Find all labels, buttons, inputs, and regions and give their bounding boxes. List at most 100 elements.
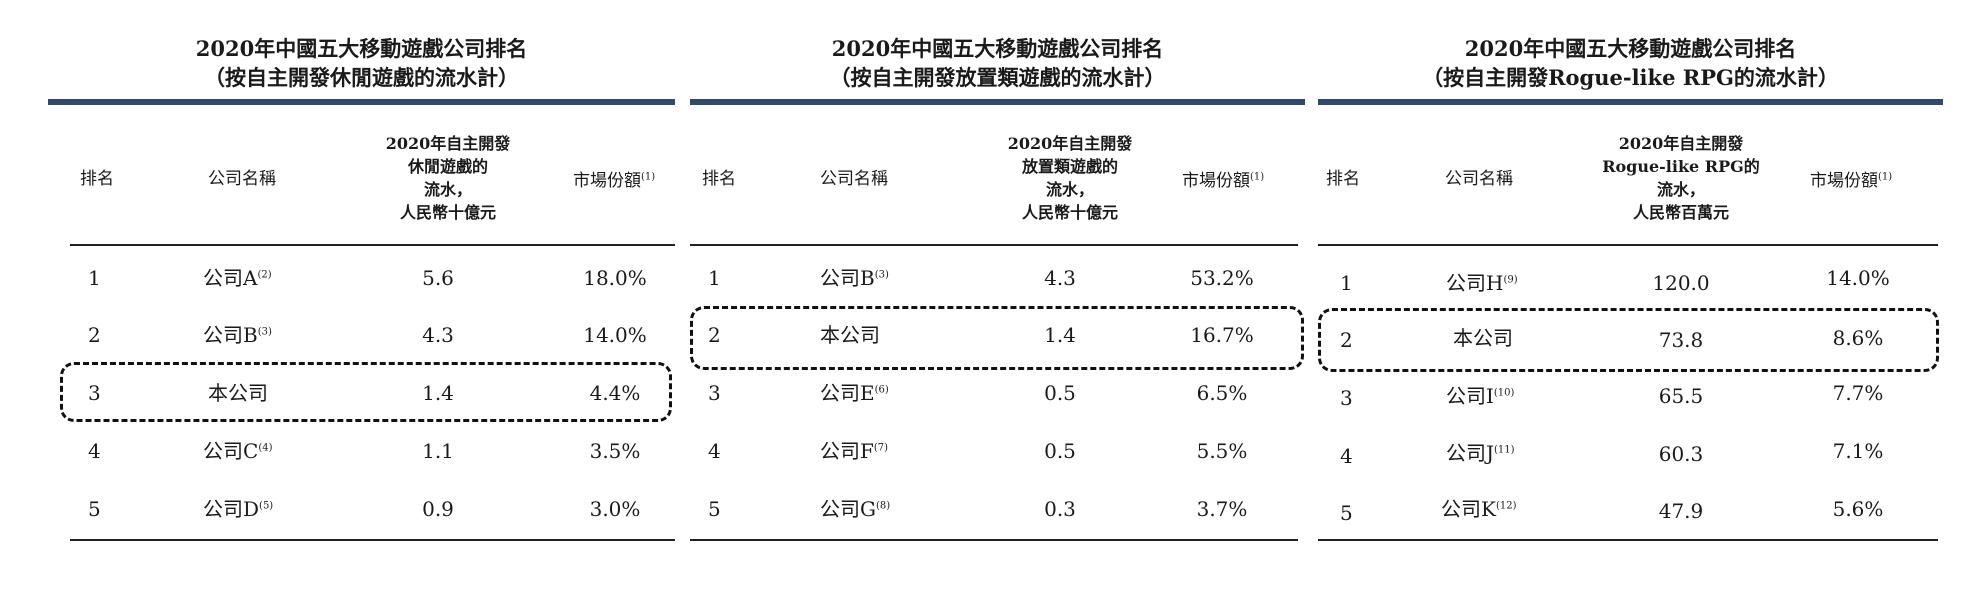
row-company: 公司C(4): [203, 438, 272, 464]
row-value: 4.3: [1044, 266, 1076, 290]
footnote-marker: (1): [1250, 171, 1265, 183]
row-rank: 4: [708, 439, 721, 463]
row-value: 0.3: [1044, 497, 1076, 521]
row-rank: 2: [708, 323, 721, 347]
row-rank: 2: [88, 323, 101, 347]
company-name: 公司I: [1446, 384, 1494, 408]
footnote-marker: (10): [1493, 387, 1515, 399]
footnote-marker: (11): [1494, 444, 1515, 456]
footnote-marker: (8): [875, 500, 891, 512]
row-rank: 3: [708, 381, 721, 405]
row-rank: 1: [708, 266, 721, 290]
header-company: 公司名稱: [1445, 169, 1513, 189]
row-share: 18.0%: [583, 266, 647, 290]
row-company: 公司B(3): [820, 265, 889, 291]
bottom-rule: [1318, 539, 1938, 541]
row-rank: 3: [1340, 386, 1353, 410]
company-name: 公司A: [203, 266, 258, 290]
row-value: 5.6: [422, 266, 454, 290]
row-rank: 1: [88, 266, 101, 290]
row-value: 1.1: [422, 439, 454, 463]
header-revenue-line: 2020年自主開發: [1007, 134, 1133, 153]
company-name: 公司B: [203, 323, 258, 347]
header-share: 市場份額(1): [1810, 170, 1892, 193]
row-company: 公司I(10): [1446, 383, 1514, 409]
table-title-line1: 2020年中國五大移動遊戲公司排名: [831, 36, 1164, 61]
header-rank: 排名: [1326, 169, 1360, 189]
header-revenue-line: 放置類遊戲的: [1021, 157, 1118, 176]
highlight-box: [1318, 308, 1939, 372]
header-revenue-line: 流水，: [1656, 180, 1705, 199]
company-name: 本公司: [1453, 326, 1513, 350]
row-company: 公司K(12): [1441, 496, 1516, 522]
title-rule: [48, 99, 675, 105]
row-company: 公司J(11): [1446, 440, 1515, 466]
header-company: 公司名稱: [820, 169, 888, 189]
row-company: 本公司: [208, 380, 268, 406]
table-title: 2020年中國五大移動遊戲公司排名 （按自主開發Rogue-like RPG的流…: [1318, 34, 1943, 92]
row-company: 公司E(6): [820, 380, 889, 406]
row-value: 73.8: [1658, 328, 1704, 352]
header-revenue: 2020年自主開發 休閒遊戲的 流水， 人民幣十億元: [358, 132, 538, 224]
ranking-table-casual: 2020年中國五大移動遊戲公司排名 （按自主開發休閒遊戲的流水計） 排名 公司名…: [48, 0, 675, 591]
company-name: 公司B: [820, 266, 875, 290]
row-share: 53.2%: [1190, 266, 1254, 290]
row-share: 3.7%: [1196, 497, 1248, 521]
row-company: 公司A(2): [203, 265, 272, 291]
highlight-box: [690, 306, 1304, 370]
header-share-label: 市場份額: [573, 171, 641, 191]
company-name: 本公司: [208, 381, 268, 405]
header-revenue-line: 人民幣十億元: [399, 203, 496, 222]
header-rank: 排名: [702, 169, 736, 189]
title-rule: [1318, 99, 1943, 105]
header-share: 市場份額(1): [573, 170, 655, 193]
company-name: 公司F: [820, 439, 874, 463]
row-value: 120.0: [1652, 271, 1710, 295]
bottom-rule: [690, 539, 1298, 541]
header-rank: 排名: [80, 169, 114, 189]
row-company: 公司B(3): [203, 322, 272, 348]
row-rank: 3: [88, 381, 101, 405]
row-share: 5.5%: [1196, 439, 1248, 463]
row-company: 公司D(5): [203, 496, 273, 522]
header-revenue: 2020年自主開發 放置類遊戲的 流水， 人民幣十億元: [980, 132, 1160, 224]
row-rank: 5: [88, 497, 101, 521]
row-rank: 5: [1340, 501, 1353, 525]
table-title-line1: 2020年中國五大移動遊戲公司排名: [1464, 36, 1797, 61]
header-revenue-line: 人民幣十億元: [1021, 203, 1118, 222]
header-share-label: 市場份額: [1182, 171, 1250, 191]
footnote-marker: (3): [874, 269, 889, 281]
row-share: 8.6%: [1832, 326, 1884, 350]
row-rank: 1: [1340, 271, 1353, 295]
footnote-marker: (1): [1878, 171, 1893, 183]
footnote-marker: (7): [873, 442, 889, 454]
header-share: 市場份額(1): [1182, 170, 1264, 193]
row-company: 公司F(7): [820, 438, 888, 464]
footnote-marker: (2): [257, 269, 272, 281]
row-rank: 5: [708, 497, 721, 521]
header-rule: [1318, 244, 1938, 246]
row-share: 7.1%: [1832, 439, 1884, 463]
header-revenue-line: 流水，: [1045, 180, 1094, 199]
ranking-table-idle: 2020年中國五大移動遊戲公司排名 （按自主開發放置類遊戲的流水計） 排名 公司…: [690, 0, 1305, 591]
row-rank: 2: [1340, 328, 1353, 352]
row-rank: 4: [1340, 444, 1353, 468]
footnote-marker: (4): [258, 442, 273, 454]
row-value: 60.3: [1658, 442, 1704, 466]
bottom-rule: [70, 539, 675, 541]
header-revenue-line: 人民幣百萬元: [1632, 203, 1729, 222]
table-title-line2: （按自主開發休閒遊戲的流水計）: [204, 65, 519, 90]
header-revenue-line: 流水，: [423, 180, 472, 199]
row-rank: 4: [88, 439, 101, 463]
title-rule: [690, 99, 1305, 105]
row-value: 4.3: [422, 323, 454, 347]
row-value: 1.4: [1044, 323, 1076, 347]
company-name: 公司K: [1441, 497, 1496, 521]
row-company: 本公司: [1453, 325, 1513, 351]
table-title-line1: 2020年中國五大移動遊戲公司排名: [195, 36, 528, 61]
company-name: 公司D: [203, 497, 260, 521]
row-share: 3.0%: [589, 497, 641, 521]
ranking-table-rogue-like: 2020年中國五大移動遊戲公司排名 （按自主開發Rogue-like RPG的流…: [1318, 0, 1943, 591]
row-share: 4.4%: [589, 381, 641, 405]
row-company: 公司H(9): [1446, 270, 1518, 296]
